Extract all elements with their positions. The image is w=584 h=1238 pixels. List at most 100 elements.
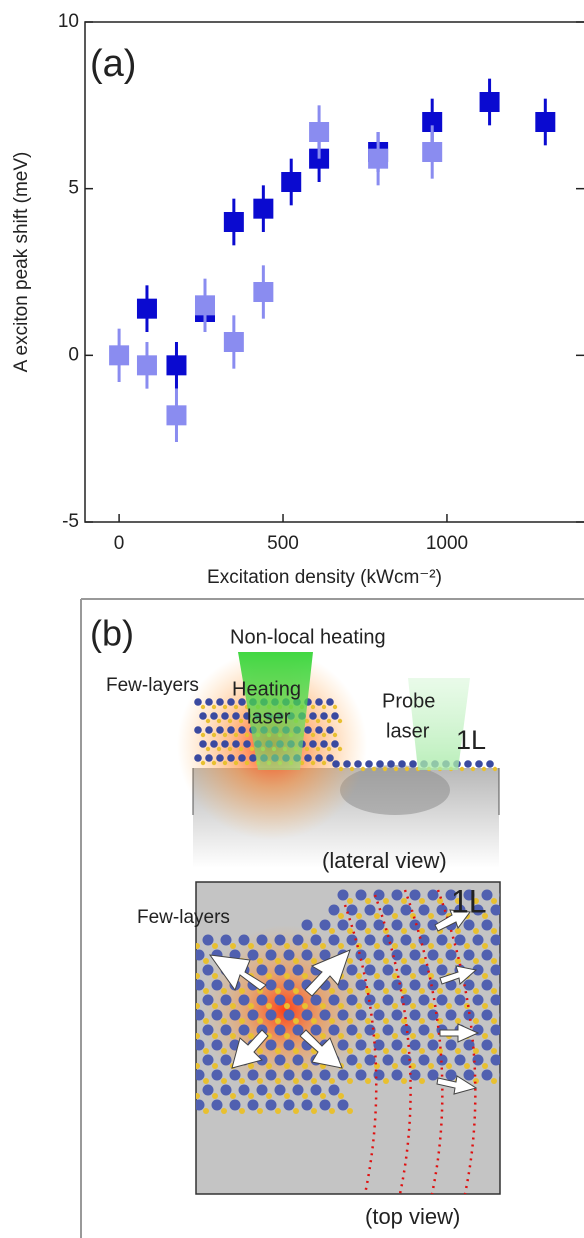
atom <box>315 698 323 706</box>
atom <box>409 1009 421 1021</box>
y-tick-label: 0 <box>68 344 79 365</box>
heating-beam <box>238 652 313 770</box>
atom <box>257 1078 263 1084</box>
atom <box>499 982 500 988</box>
atom <box>409 949 421 961</box>
atom <box>284 1093 290 1099</box>
atom <box>292 994 304 1006</box>
atom <box>500 973 506 979</box>
atom <box>311 1108 317 1114</box>
atom <box>310 1084 322 1096</box>
atom <box>401 1048 407 1054</box>
atom <box>319 1009 331 1021</box>
atom <box>436 964 448 976</box>
atom <box>392 1003 398 1009</box>
atom <box>491 898 497 904</box>
atom <box>509 1055 520 1066</box>
atom <box>354 760 362 768</box>
atom <box>328 904 340 916</box>
atom <box>382 766 388 772</box>
atom <box>527 928 533 934</box>
atom <box>329 1108 335 1114</box>
atom <box>509 965 520 976</box>
atom <box>473 1048 479 1054</box>
atom <box>527 898 533 904</box>
atom <box>446 943 452 949</box>
atom <box>428 973 434 979</box>
atom <box>239 1018 245 1024</box>
atom <box>383 898 389 904</box>
atom <box>338 913 344 919</box>
atom <box>205 698 213 706</box>
atom <box>328 1024 340 1036</box>
atom <box>238 698 246 706</box>
atom <box>463 1069 475 1081</box>
beam-label: Probe <box>382 690 435 712</box>
atom <box>509 995 520 1006</box>
caption: (top view) <box>365 1204 460 1229</box>
atom <box>347 1048 353 1054</box>
atom <box>401 898 407 904</box>
atom <box>293 988 299 994</box>
atom <box>310 704 316 710</box>
atom <box>391 1039 403 1051</box>
atom <box>473 1018 479 1024</box>
marker <box>223 332 244 352</box>
atom <box>446 1003 452 1009</box>
atom <box>216 718 222 724</box>
atom <box>185 995 196 1006</box>
atom <box>211 979 223 991</box>
atom <box>490 904 500 916</box>
atom <box>202 1024 214 1036</box>
atom <box>527 1078 533 1084</box>
atom <box>347 988 353 994</box>
atom <box>437 988 443 994</box>
atom <box>472 1054 484 1066</box>
atom <box>321 760 327 766</box>
atom <box>536 980 547 991</box>
atom <box>392 973 398 979</box>
atom <box>401 928 407 934</box>
atom <box>275 988 281 994</box>
atom <box>365 928 371 934</box>
atom <box>220 1054 232 1066</box>
atom <box>320 1093 326 1099</box>
atom <box>238 934 250 946</box>
atom <box>337 746 343 752</box>
atom <box>392 913 398 919</box>
atom <box>365 760 373 768</box>
atom <box>230 1093 236 1099</box>
atom <box>545 1078 551 1084</box>
atom <box>227 754 235 762</box>
atom <box>382 964 394 976</box>
atom <box>454 1054 466 1066</box>
atom <box>221 712 229 720</box>
atom <box>232 712 240 720</box>
atom <box>536 1033 542 1039</box>
atom <box>319 919 331 931</box>
atom <box>536 1003 542 1009</box>
atom <box>472 994 484 1006</box>
atom <box>221 1078 227 1084</box>
atom <box>320 1033 326 1039</box>
atom <box>364 964 376 976</box>
atom <box>437 1048 443 1054</box>
atom <box>248 1063 254 1069</box>
marker <box>309 122 330 142</box>
marker <box>422 112 443 132</box>
atom <box>200 704 206 710</box>
atom <box>518 973 524 979</box>
atom <box>365 1078 371 1084</box>
atom <box>347 1108 353 1114</box>
atom <box>284 1003 290 1009</box>
atom <box>481 1069 493 1081</box>
marker <box>136 355 157 376</box>
atom <box>319 1099 331 1111</box>
atom <box>374 973 380 979</box>
atom <box>203 1048 209 1054</box>
atom <box>518 943 524 949</box>
atom <box>265 1069 277 1081</box>
atom <box>472 934 484 946</box>
atom <box>482 1063 488 1069</box>
atom <box>239 1108 245 1114</box>
